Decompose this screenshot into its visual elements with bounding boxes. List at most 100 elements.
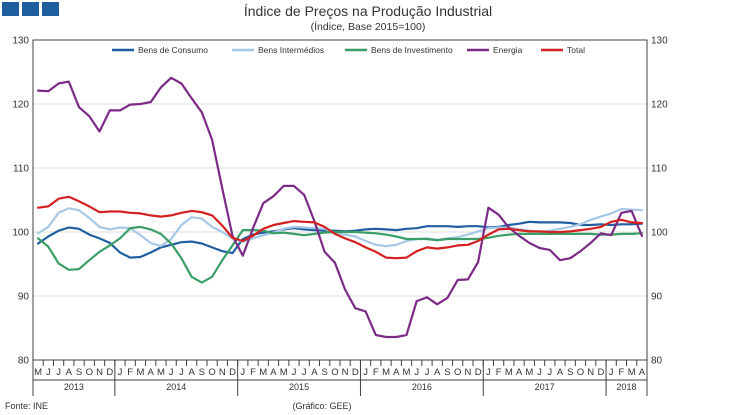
y-tick-label-left: 100	[12, 228, 29, 239]
month-label: N	[96, 367, 103, 378]
logo-block-2	[22, 2, 39, 16]
y-tick-label-right: 110	[651, 164, 667, 175]
month-label: M	[525, 367, 533, 378]
year-label: 2016	[412, 382, 432, 392]
logo-block-1	[2, 2, 19, 16]
month-label: J	[414, 367, 419, 378]
month-label: S	[444, 367, 450, 378]
plot-frame	[32, 39, 648, 361]
year-label: 2013	[64, 382, 84, 392]
month-label: F	[496, 367, 502, 378]
month-label: J	[363, 367, 368, 378]
y-tick-label-right: 90	[651, 292, 663, 303]
month-label: D	[475, 367, 482, 378]
month-label: A	[516, 367, 523, 378]
y-axis-left: 80 90 100 110 120 130	[12, 36, 29, 367]
month-label: A	[639, 367, 646, 378]
month-label: M	[628, 367, 636, 378]
y-tick-label-right: 100	[651, 228, 668, 239]
month-label: A	[148, 367, 155, 378]
month-label: N	[587, 367, 594, 378]
month-label: J	[547, 367, 552, 378]
month-label: J	[292, 367, 297, 378]
month-label: A	[557, 367, 564, 378]
month-label: F	[373, 367, 379, 378]
month-label: M	[505, 367, 513, 378]
month-label: D	[229, 367, 236, 378]
source-note: Fonte: INE	[5, 401, 48, 411]
legend-label: Total	[567, 45, 585, 55]
month-label: A	[393, 367, 400, 378]
month-label: D	[352, 367, 359, 378]
month-label: J	[169, 367, 174, 378]
month-label: O	[454, 367, 461, 378]
chart-subtitle: (Índice, Base 2015=100)	[311, 20, 426, 33]
month-label: M	[403, 367, 411, 378]
month-label: N	[464, 367, 471, 378]
month-label: J	[46, 367, 51, 378]
month-label: S	[76, 367, 82, 378]
month-label: J	[537, 367, 542, 378]
month-label: A	[270, 367, 277, 378]
y-tick-label-left: 130	[12, 36, 29, 47]
month-label: J	[240, 367, 245, 378]
year-label: 2014	[166, 382, 186, 392]
month-label: M	[157, 367, 165, 378]
y-tick-label-left: 80	[18, 356, 30, 367]
month-label: J	[118, 367, 123, 378]
y-tick-label-left: 90	[18, 292, 30, 303]
year-label: 2015	[289, 382, 309, 392]
series-line-energia	[36, 76, 644, 339]
y-tick-label-left: 120	[12, 100, 29, 111]
month-label: F	[127, 367, 133, 378]
month-label: A	[66, 367, 73, 378]
month-label: D	[598, 367, 605, 378]
year-label: 2018	[617, 382, 637, 392]
month-label: A	[434, 367, 441, 378]
y-axis-right: 80 90 100 110 120 130	[651, 36, 668, 367]
series-line-bens-interm-dios	[36, 207, 644, 248]
month-label: N	[342, 367, 349, 378]
legend-label: Energia	[493, 45, 523, 55]
logo	[2, 2, 59, 16]
legend-label: Bens de Investimento	[371, 45, 453, 55]
month-label: S	[199, 367, 205, 378]
legend-label: Bens Intermédios	[258, 45, 324, 55]
credit-note: (Gráfico: GEE)	[292, 401, 351, 411]
month-label: S	[567, 367, 573, 378]
month-label: J	[56, 367, 61, 378]
month-label: M	[34, 367, 42, 378]
month-label: J	[609, 367, 614, 378]
y-tick-label-left: 110	[13, 164, 29, 175]
month-label: M	[382, 367, 390, 378]
y-tick-label-right: 120	[651, 100, 668, 111]
month-label: O	[208, 367, 215, 378]
legend: Bens de Consumo Bens Intermédios Bens de I…	[112, 45, 585, 55]
month-label: M	[259, 367, 267, 378]
month-label: S	[321, 367, 327, 378]
month-label: J	[179, 367, 184, 378]
month-label: D	[106, 367, 113, 378]
month-label: N	[219, 367, 226, 378]
y-tick-label-right: 80	[651, 356, 663, 367]
month-label: A	[188, 367, 195, 378]
legend-label: Bens de Consumo	[138, 45, 208, 55]
month-label: M	[280, 367, 288, 378]
y-tick-label-right: 130	[651, 36, 668, 47]
year-label: 2017	[535, 382, 555, 392]
chart-title: Índice de Preços na Produção Industrial	[244, 3, 492, 19]
month-label: J	[302, 367, 307, 378]
month-label: M	[136, 367, 144, 378]
month-label: J	[425, 367, 430, 378]
logo-block-3	[42, 2, 59, 16]
month-label: J	[486, 367, 491, 378]
month-label: O	[577, 367, 584, 378]
month-label: F	[619, 367, 625, 378]
month-label: A	[311, 367, 318, 378]
series-lines	[36, 76, 644, 339]
grid	[33, 103, 647, 297]
month-label: F	[250, 367, 256, 378]
month-label: O	[86, 367, 93, 378]
